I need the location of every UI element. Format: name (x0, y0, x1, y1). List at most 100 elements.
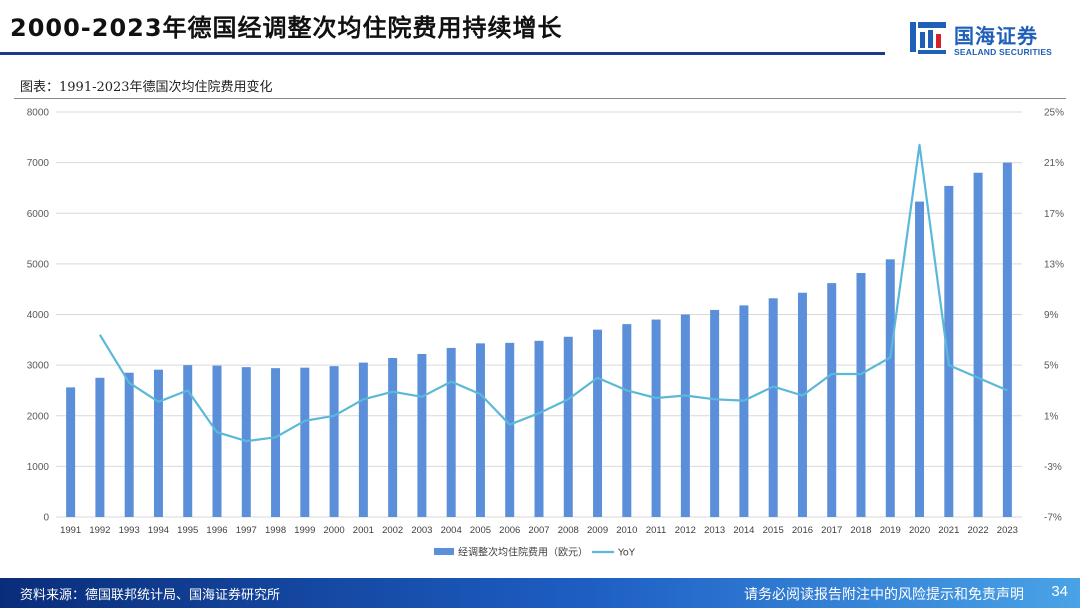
bar (651, 319, 661, 517)
y-left-tick-label: 0 (43, 513, 49, 524)
bar (739, 305, 749, 517)
x-tick-label: 2012 (675, 525, 696, 536)
bar (1002, 162, 1012, 517)
x-tick-label: 2014 (733, 525, 754, 536)
y-left-tick-label: 8000 (27, 108, 50, 119)
bar (856, 272, 866, 517)
x-tick-label: 2017 (821, 525, 842, 536)
x-tick-label: 2022 (968, 525, 989, 536)
y-left-tick-label: 5000 (27, 259, 50, 270)
y-left-tick-label: 2000 (27, 411, 50, 422)
bar (563, 336, 573, 517)
legend-bar-swatch (434, 548, 454, 555)
x-tick-label: 1991 (60, 525, 81, 536)
x-tick-label: 2003 (411, 525, 432, 536)
bar (388, 358, 398, 517)
y-left-tick-label: 4000 (27, 310, 50, 321)
chart-caption: 图表：1991-2023年德国次均住院费用变化 (20, 80, 273, 95)
bar (446, 347, 456, 517)
x-tick-label: 2007 (528, 525, 549, 536)
y-right-tick-label: 13% (1044, 259, 1064, 270)
bar (153, 369, 163, 517)
sealand-logo-icon (910, 22, 946, 54)
footer-disclaimer: 请务必阅读报告附注中的风险提示和免责声明 (744, 587, 1024, 603)
bar (95, 377, 105, 517)
x-tick-label: 2021 (938, 525, 959, 536)
x-tick-label: 2006 (499, 525, 520, 536)
bar (973, 172, 983, 517)
bar (358, 362, 368, 517)
bar (797, 292, 807, 517)
footer-bar: 资料来源：德国联邦统计局、国海证券研究所 请务必阅读报告附注中的风险提示和免责声… (0, 578, 1080, 608)
y-left-tick-label: 6000 (27, 209, 50, 220)
bar (622, 324, 632, 517)
x-tick-label: 1994 (148, 525, 169, 536)
y-left-tick-label: 1000 (27, 462, 50, 473)
page-number: 34 (1051, 583, 1068, 600)
bar (710, 309, 720, 517)
bar (593, 329, 603, 517)
caption-divider (14, 98, 1066, 99)
x-tick-label: 2019 (880, 525, 901, 536)
x-tick-label: 2011 (646, 525, 666, 536)
y-right-tick-label: 5% (1044, 361, 1059, 372)
x-tick-label: 1993 (119, 525, 140, 536)
footer-source: 资料来源：德国联邦统计局、国海证券研究所 (20, 588, 281, 603)
x-tick-label: 2010 (616, 525, 637, 536)
x-tick-label: 2008 (558, 525, 579, 536)
bar (66, 387, 76, 517)
bar (300, 367, 310, 517)
y-right-tick-label: 17% (1044, 209, 1064, 220)
x-tick-label: 2004 (441, 525, 462, 536)
bar (124, 372, 134, 517)
bar (271, 368, 281, 517)
y-right-tick-label: 21% (1044, 158, 1064, 169)
x-tick-label: 2013 (704, 525, 725, 536)
x-tick-label: 2016 (792, 525, 813, 536)
x-tick-label: 1992 (89, 525, 110, 536)
bar (885, 259, 895, 517)
bar (827, 283, 837, 517)
logo-english-name: SEALAND SECURITIES (954, 47, 1053, 57)
x-tick-label: 1996 (206, 525, 227, 536)
y-right-tick-label: -3% (1044, 462, 1062, 473)
brand-logo: 国海证券 SEALAND SECURITIES (908, 18, 1068, 62)
x-tick-label: 1997 (236, 525, 257, 536)
bar (505, 342, 515, 517)
y-right-tick-label: 9% (1044, 310, 1059, 321)
yoy-line (98, 143, 1008, 443)
legend-line-label: YoY (617, 548, 636, 559)
x-tick-label: 1998 (265, 525, 286, 536)
x-tick-label: 2001 (353, 525, 374, 536)
bar (768, 298, 778, 517)
x-tick-label: 2020 (909, 525, 930, 536)
combo-chart: 0 1000 2000 3000 4000 5000 6000 7000 8000 -7% -3% 1… (27, 108, 1064, 559)
logo-chinese-name: 国海证券 (954, 24, 1038, 48)
y-right-tick-label: -7% (1044, 513, 1062, 524)
x-tick-label: 1995 (177, 525, 198, 536)
x-tick-label: 2009 (587, 525, 608, 536)
x-tick-label: 2002 (382, 525, 403, 536)
x-tick-label: 1999 (294, 525, 315, 536)
y-right-tick-label: 25% (1044, 108, 1064, 119)
x-tick-label: 2005 (470, 525, 491, 536)
bar (915, 201, 925, 517)
x-tick-label: 2023 (997, 525, 1018, 536)
x-tick-label: 2015 (763, 525, 784, 536)
x-tick-label: 2018 (850, 525, 871, 536)
bar (212, 365, 222, 517)
bar (183, 365, 193, 517)
y-left-tick-label: 3000 (27, 361, 50, 372)
y-left-tick-label: 7000 (27, 158, 50, 169)
legend-bar-label: 经调整次均住院费用（欧元） (458, 546, 588, 559)
bar (475, 343, 485, 517)
title-divider (0, 52, 885, 55)
page-title: 2000-2023年德国经调整次均住院费用持续增长 (10, 14, 563, 42)
y-right-tick-label: 1% (1044, 411, 1059, 422)
bar (417, 353, 427, 517)
bar (329, 366, 339, 517)
bar (534, 340, 544, 517)
bar (680, 314, 690, 517)
x-tick-label: 2000 (324, 525, 345, 536)
bar (944, 185, 954, 517)
